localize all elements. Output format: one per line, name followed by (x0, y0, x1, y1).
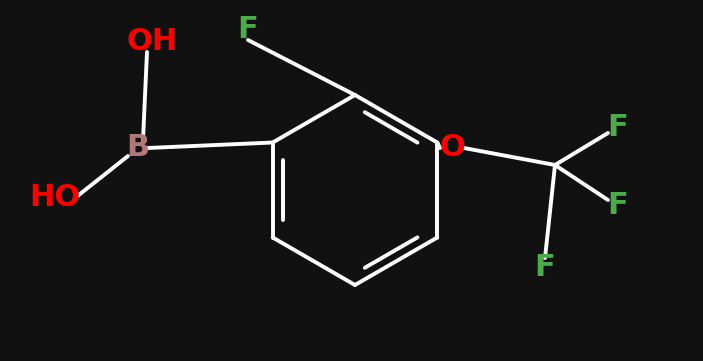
Text: OH: OH (127, 27, 178, 57)
Text: F: F (607, 113, 628, 143)
Text: F: F (534, 253, 555, 283)
Text: B: B (127, 134, 150, 162)
Text: O: O (439, 134, 465, 162)
Text: F: F (238, 16, 259, 44)
Text: HO: HO (30, 183, 81, 213)
Text: F: F (607, 191, 628, 219)
